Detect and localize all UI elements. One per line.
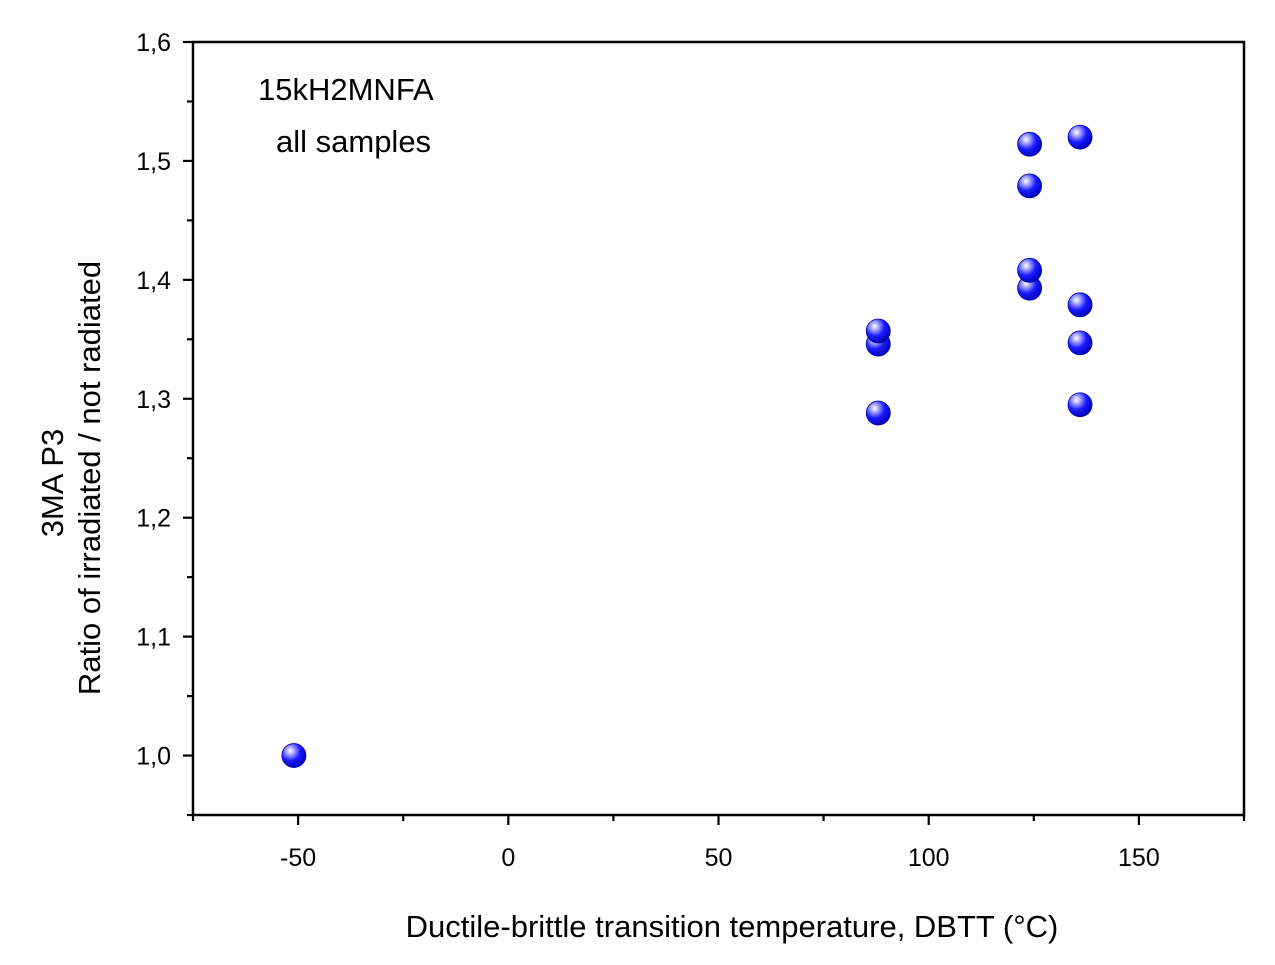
- data-point: [1067, 124, 1093, 150]
- y-tick-label: 1,0: [136, 743, 171, 771]
- annotation-alloy: 15kH2MNFA: [258, 72, 434, 107]
- y-tick-label: 1,4: [136, 267, 171, 295]
- y-axis-ticks: [183, 40, 193, 817]
- x-axis-ticks: [191, 815, 1246, 825]
- data-point: [1067, 330, 1093, 356]
- y-tick-label: 1,5: [136, 148, 171, 176]
- data-point: [1017, 257, 1042, 283]
- data-point: [1017, 173, 1042, 199]
- y-tick-label: 1,3: [136, 386, 171, 414]
- y-axis-label-line1: 3MA P3: [35, 429, 70, 538]
- scatter-points: [281, 124, 1093, 768]
- x-tick-label: -50: [280, 844, 316, 872]
- x-tick-label: 100: [908, 844, 950, 872]
- x-axis-tick-labels: -50 0 50 100 150: [280, 844, 1160, 872]
- data-point: [1067, 392, 1093, 418]
- y-axis-label-line2: Ratio of irradiated / not radiated: [72, 261, 107, 695]
- y-tick-label: 1,1: [136, 624, 171, 652]
- x-tick-label: 0: [501, 844, 515, 872]
- data-point: [1067, 292, 1093, 318]
- y-tick-label: 1,2: [136, 505, 171, 533]
- x-tick-label: 150: [1118, 844, 1160, 872]
- x-tick-label: 50: [705, 844, 733, 872]
- x-axis-label: Ductile-brittle transition temperature, …: [406, 909, 1059, 944]
- y-tick-label: 1,6: [136, 29, 171, 57]
- data-point: [1017, 131, 1042, 157]
- data-point: [865, 400, 891, 426]
- data-point: [281, 743, 307, 768]
- y-axis-tick-labels: 1,0 1,1 1,2 1,3 1,4 1,5 1,6: [136, 29, 171, 771]
- data-point: [865, 318, 891, 344]
- annotation-samples: all samples: [276, 124, 431, 159]
